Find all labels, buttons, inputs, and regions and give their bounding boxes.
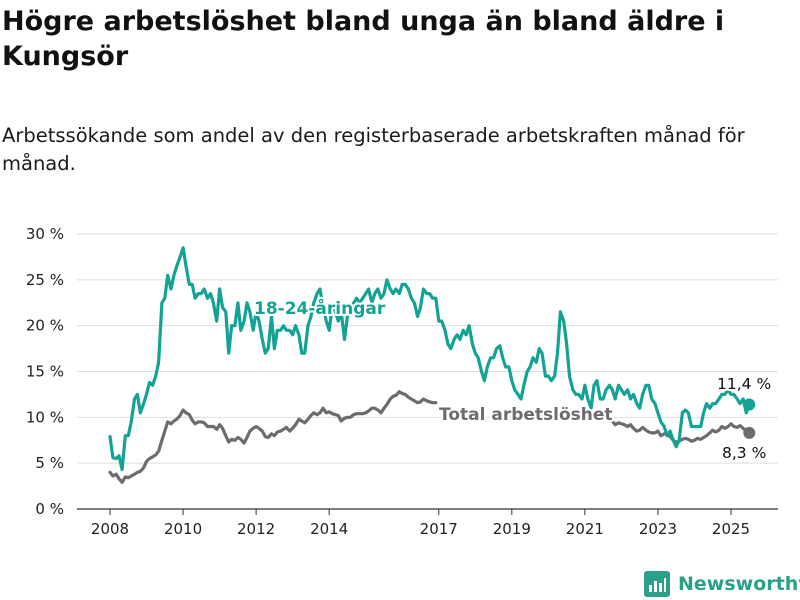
gridlines bbox=[77, 233, 778, 510]
end-point-total bbox=[743, 426, 756, 439]
x-tick-label: 2012 bbox=[237, 520, 275, 538]
y-tick-label: 25 % bbox=[26, 271, 64, 289]
x-tick-label: 2023 bbox=[639, 520, 677, 538]
end-label-total: 8,3 % bbox=[722, 444, 766, 462]
series-line-total bbox=[108, 390, 438, 484]
end-point-young bbox=[743, 398, 756, 411]
series-line-young bbox=[108, 246, 751, 472]
brand-name: Newsworthy bbox=[678, 573, 800, 595]
x-tick-label: 2025 bbox=[712, 520, 750, 538]
end-label-young: 11,4 % bbox=[717, 375, 771, 393]
x-tick-label: 2021 bbox=[566, 520, 604, 538]
x-tick-label: 2010 bbox=[164, 520, 202, 538]
x-tick-label: 2014 bbox=[310, 520, 348, 538]
y-tick-label: 15 % bbox=[26, 363, 64, 381]
newsworthy-logo-icon bbox=[644, 571, 670, 597]
y-axis: 0 % 5 % 10 % 15 % 20 % 25 % 30 % bbox=[26, 225, 64, 518]
series-label-total: Total arbetslöshet bbox=[439, 405, 613, 425]
chart-subtitle: Arbetssökande som andel av den registerb… bbox=[2, 124, 745, 175]
series-lines bbox=[108, 246, 756, 484]
x-tick-label: 2008 bbox=[91, 520, 129, 538]
y-tick-label: 10 % bbox=[26, 408, 64, 426]
y-tick-label: 5 % bbox=[35, 454, 64, 472]
series-label-young: 18-24-åringar bbox=[254, 297, 386, 319]
brand-logo: Newsworthy bbox=[644, 568, 800, 600]
y-tick-label: 20 % bbox=[26, 317, 64, 335]
x-tick-label: 2019 bbox=[493, 520, 531, 538]
chart-title: Högre arbetslöshet bland unga än bland ä… bbox=[2, 6, 725, 72]
x-axis: 2008 2010 2012 2014 2017 2019 2021 2023 2025 bbox=[91, 509, 750, 538]
y-tick-label: 30 % bbox=[26, 225, 64, 243]
x-tick-label: 2017 bbox=[420, 520, 458, 538]
y-tick-label: 0 % bbox=[35, 500, 64, 518]
